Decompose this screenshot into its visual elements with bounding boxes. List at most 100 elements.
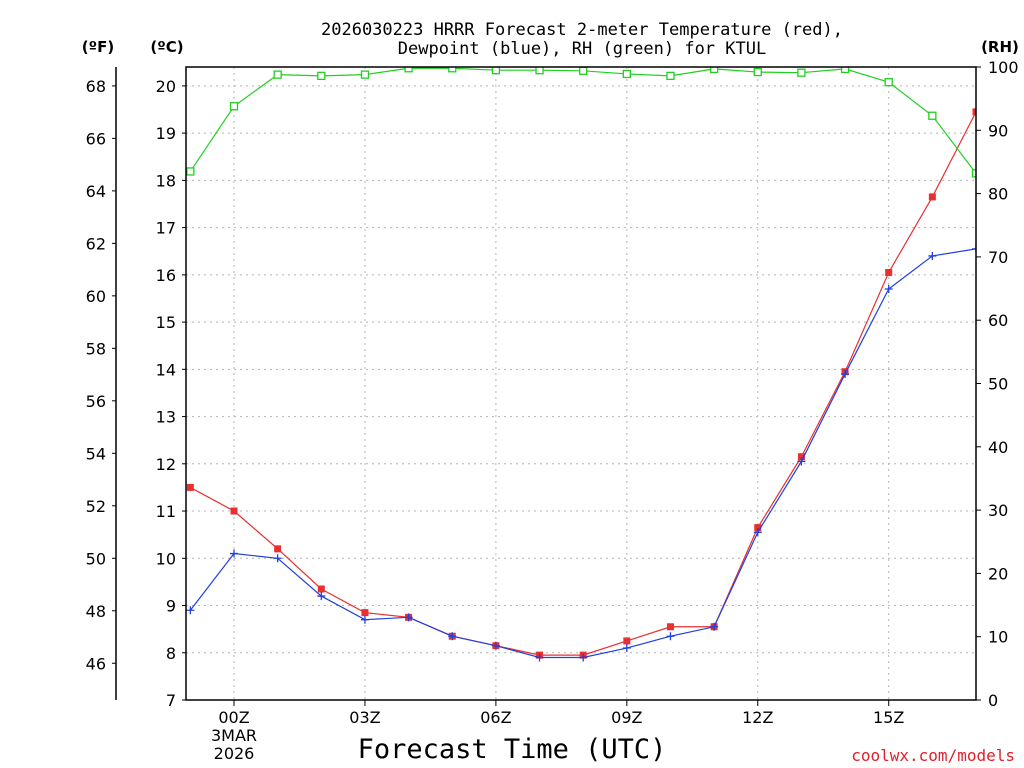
rh-tick-label: 40 [988,438,1008,457]
year-label: 2026 [214,744,255,763]
dewpoint-point [404,613,413,622]
grid-lines [186,67,976,701]
rh-point [535,67,544,75]
celsius-tick-label: 14 [156,360,176,379]
dewpoint-point [928,251,937,260]
dewpoint-point [710,622,719,631]
rh-tick-label: 50 [988,375,1008,394]
temperature-point [797,453,805,461]
fahrenheit-unit-label: (ºF) [82,38,114,56]
rh-tick-label: 0 [988,691,998,710]
celsius-tick-label: 7 [166,691,176,710]
fahrenheit-tick-label: 66 [86,129,106,148]
rh-point [229,102,239,111]
chart-title: 2026030223 HRRR Forecast 2-meter Tempera… [321,20,843,40]
chart-subtitle: Dewpoint (blue), RH (green) for KTUL [398,39,766,59]
rh-point [404,67,413,73]
fahrenheit-tick-label: 60 [86,287,106,306]
rh-tick-label: 70 [988,248,1008,267]
rh-point [840,67,850,74]
rh-point [273,70,282,79]
fahrenheit-tick-label: 54 [86,444,106,463]
time-tick-label: 09Z [611,708,642,727]
dewpoint-point [797,457,806,466]
temperature-point [754,524,762,532]
temperature-point [928,193,936,201]
time-tick-label: 15Z [873,708,904,727]
series-layer [186,67,976,662]
fahrenheit-tick-label: 58 [86,339,106,358]
temperature-point [274,545,282,553]
rh-point [448,67,457,73]
dewpoint-point [884,285,893,294]
fahrenheit-tick-label: 48 [86,602,106,621]
rh-tick-label: 10 [988,628,1008,647]
rh-tick-label: 20 [988,564,1008,583]
fahrenheit-tick-label: 64 [86,182,106,201]
celsius-tick-label: 11 [156,502,176,521]
dewpoint-point [622,644,631,653]
dewpoint-point [535,653,544,662]
celsius-unit-label: (ºC) [150,38,183,56]
rh-point [491,67,501,75]
temperature-point [186,483,194,491]
temperature-point [361,609,369,617]
temperature-series [186,108,976,659]
dewpoint-point [448,632,457,641]
rh-tick-label: 100 [988,58,1019,77]
rh-point [186,167,195,176]
temperature-point [623,637,631,645]
celsius-axis: 7 8 9 10 11 12 13 14 15 16 17 18 19 20 [156,77,186,710]
rh-line [189,67,976,174]
fahrenheit-tick-label: 56 [86,392,106,411]
credit-text: coolwx.com/models [851,746,1015,765]
rh-point [360,70,370,79]
rh-tick-label: 90 [988,121,1008,140]
celsius-tick-label: 16 [156,266,176,285]
temperature-point [230,507,238,515]
rh-point [884,78,893,87]
temperature-point [885,268,893,276]
time-tick-label: 06Z [480,708,511,727]
rh-point [317,71,326,81]
celsius-tick-label: 12 [156,455,176,474]
rh-series [186,67,976,178]
celsius-tick-label: 9 [166,597,176,616]
fahrenheit-tick-label: 62 [86,234,106,253]
dewpoint-point [360,615,369,624]
celsius-tick-label: 13 [156,408,176,427]
dewpoint-point [972,244,976,253]
fahrenheit-tick-label: 50 [86,549,106,568]
dewpoint-line [189,248,976,659]
celsius-tick-label: 17 [156,219,176,238]
rh-point [579,67,588,75]
celsius-tick-label: 20 [156,77,176,96]
rh-tick-label: 80 [988,185,1008,204]
dewpoint-point [230,549,239,558]
series-clip-group [186,67,976,662]
dewpoint-point [186,606,195,615]
time-tick-label: 00Z [218,708,249,727]
celsius-tick-label: 18 [156,171,176,190]
celsius-tick-label: 10 [156,549,176,568]
rh-unit-label: (RH) [981,38,1019,56]
celsius-tick-label: 15 [156,313,176,332]
dewpoint-point [273,554,282,563]
fahrenheit-tick-label: 68 [86,77,106,96]
date-label: 3MAR [211,726,257,745]
dewpoint-point [841,370,850,379]
rh-tick-label: 60 [988,311,1008,330]
fahrenheit-tick-label: 46 [86,654,106,673]
celsius-tick-label: 19 [156,124,176,143]
rh-point [709,67,719,74]
celsius-tick-label: 8 [166,644,176,663]
rh-point [797,68,806,77]
temperature-point [317,585,325,593]
rh-point [666,71,675,81]
x-axis-title: Forecast Time (UTC) [358,734,667,765]
dewpoint-point [317,592,326,601]
time-tick-label: 12Z [742,708,773,727]
temperature-point [972,108,976,116]
